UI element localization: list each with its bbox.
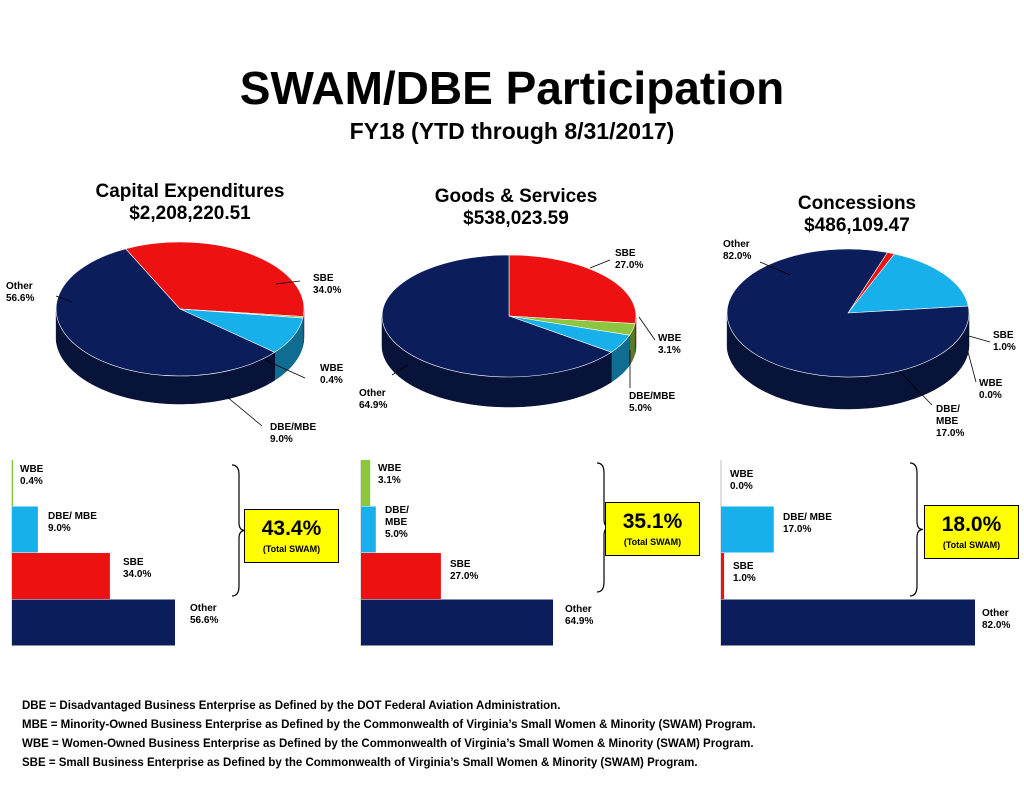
pie-3-label-other: Other 82.0% [723,239,751,262]
pie-3-name: Concessions [797,193,917,214]
pie-2-name: Goods & Services [434,186,598,207]
bar-1-bar-dbe-mbe [12,506,38,553]
bar-2-total-box: 35.1% (Total SWAM) [605,502,700,556]
pie-1-leader-other [55,295,73,303]
pie-2-label-other: Other 64.9% [359,388,387,411]
pie-1-leader-sbe [275,280,301,285]
footnote-mbe: MBE = Minority-Owned Business Enterprise… [22,719,756,731]
pie-1-slice-other [55,248,276,377]
pie-2-leader-sbe [589,259,611,269]
pie-3-leader-dbe-mbe [899,371,933,406]
pie-3-label-wbe: WBE 0.0% [979,378,1003,401]
pie-3-label-sbe: SBE 1.0% [993,330,1016,353]
bar-2-bar-wbe [361,460,371,506]
bar-1-label-wbe: WBE 0.4% [20,464,44,487]
page-subtitle: FY18 (YTD through 8/31/2017) [349,118,675,144]
bar-3-label-sbe: SBE 1.0% [733,561,756,584]
footnotes: DBE = Disadvantaged Business Enterprise … [22,697,1012,773]
page-title: SWAM/DBE Participation [239,62,785,114]
pie-3-leader-other [759,261,791,276]
bar-1-label-other: Other 56.6% [190,603,218,626]
bar-2-bar-sbe [361,553,441,599]
pie-2-label-dbe-mbe: DBE/MBE 5.0% [629,391,675,414]
bar-3-bar-dbe-mbe [721,506,774,553]
pie-2-slice-other [381,254,612,378]
bar-2-bar-other [361,599,553,646]
bar-3-brace [909,462,924,597]
pie-1-label-wbe: WBE 0.4% [320,363,344,386]
pie-3-leader-sbe [968,335,991,343]
bar-2-total-caption: (Total SWAM) [623,537,682,547]
pie-1-amount: $2,208,220.51 [129,203,251,224]
pie-3-amount: $486,109.47 [804,215,910,236]
pie-1-leader-wbe [264,359,306,379]
pie-2-label-sbe: SBE 27.0% [615,248,643,271]
bar-2-total: 35.1% [622,510,683,533]
pie-2-slice-sbe [508,254,637,324]
bar-2-label-wbe: WBE 3.1% [378,463,402,486]
bar-2-label-other: Other 64.9% [565,604,593,627]
pie-3-slice-dbe-mbe [847,253,969,314]
bar-1-label-dbe-mbe: DBE/ MBE 9.0% [48,511,97,534]
pie-3-leader-wbe [967,351,977,383]
bar-2-label-sbe: SBE 27.0% [450,559,478,582]
bar-3-bar-sbe [721,553,725,599]
bar-3-label-dbe-mbe: DBE/ MBE 17.0% [783,512,832,535]
pie-2-leader-other [391,364,409,376]
bar-1-bar-wbe [12,460,14,506]
pie-3-label-dbe-mbe: DBE/MBE 17.0% [936,404,964,439]
bar-1-bar-other [12,599,175,646]
pie-1-label-dbe-mbe: DBE/MBE 9.0% [270,422,316,445]
bar-3-total: 18.0% [941,513,1002,536]
pie-1-label-other: Other 56.6% [6,281,34,304]
pie-2-leader-wbe [638,316,656,341]
pie-2-label-wbe: WBE 3.1% [658,333,682,356]
footnote-dbe: DBE = Disadvantaged Business Enterprise … [22,700,561,712]
bar-2-bar-dbe-mbe [361,506,376,553]
pie-2-amount: $538,023.59 [463,208,569,229]
bar-3-total-caption: (Total SWAM) [942,540,1001,550]
pie-2-title: Goods & Services $538,023.59 [386,186,646,230]
bar-1-total-caption: (Total SWAM) [262,544,321,554]
bar-3-label-wbe: WBE 0.0% [730,469,754,492]
bar-1-label-sbe: SBE 34.0% [123,557,151,580]
pie-1-name: Capital Expenditures [95,181,285,202]
pie-1-label-sbe: SBE 34.0% [313,273,341,296]
bar-3-bar-other [721,599,975,646]
pie-3-slice-other [726,248,970,378]
bar-2-label-dbe-mbe: DBE/MBE 5.0% [385,505,409,540]
bar-1-bar-sbe [12,553,110,599]
bar-1-total-box: 43.4% (Total SWAM) [244,509,339,563]
bar-3-total-box: 18.0% (Total SWAM) [924,505,1019,559]
footnote-wbe: WBE = Women-Owned Business Enterprise as… [22,738,754,750]
pie-1-title: Capital Expenditures $2,208,220.51 [60,181,320,225]
footnote-sbe: SBE = Small Business Enterprise as Defin… [22,757,698,769]
pie-1-leader-dbe-mbe [225,395,263,427]
bar-1-total: 43.4% [261,517,322,540]
bar-3-label-other: Other 82.0% [982,608,1010,631]
pie-3-title: Concessions $486,109.47 [727,193,987,237]
